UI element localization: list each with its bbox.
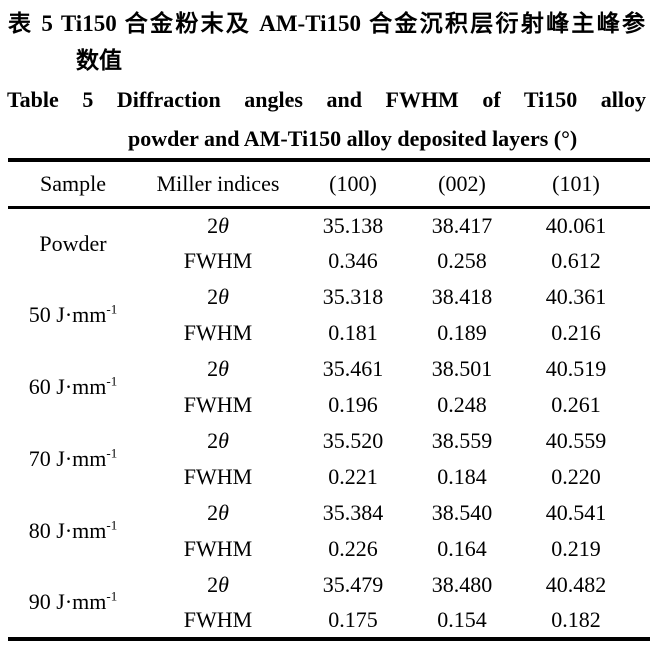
value-cell: 40.541: [545, 500, 607, 525]
value-cell: 38.559: [431, 428, 493, 453]
value-cell: 0.346: [328, 248, 378, 273]
value-cell: 40.519: [545, 356, 607, 381]
value-cell: 38.418: [431, 284, 493, 309]
table-row: 50 J·mm-1 2θ 35.318 38.418 40.361: [8, 279, 650, 327]
value-cell: 35.479: [322, 572, 384, 597]
sample-label: 90 J·mm-1: [28, 588, 118, 614]
param-label: 2θ: [207, 284, 229, 309]
sample-exponent: -1: [106, 301, 118, 317]
param-label: FWHM: [183, 392, 253, 417]
header-miller-indices: Miller indices: [156, 170, 280, 196]
value-cell: 38.501: [431, 356, 493, 381]
value-cell: 35.384: [322, 500, 384, 525]
value-cell: 0.258: [437, 248, 487, 273]
value-cell: 35.138: [322, 212, 384, 238]
paper-table-page: 表 5 Ti150 合金粉末及 AM-Ti150 合金沉积层衍射峰主峰参 数值 …: [7, 11, 650, 641]
caption-chinese-line1: 表 5 Ti150 合金粉末及 AM-Ti150 合金沉积层衍射峰主峰参: [8, 11, 645, 36]
value-cell: 0.164: [437, 536, 487, 561]
value-cell: 0.196: [328, 392, 378, 417]
value-cell: 0.612: [551, 248, 601, 273]
param-label: FWHM: [183, 464, 253, 489]
table-row: FWHM 0.346 0.258 0.612: [8, 243, 650, 279]
param-label: 2θ: [207, 428, 229, 453]
table-row: 60 J·mm-1 2θ 35.461 38.501 40.519: [8, 351, 650, 399]
value-cell: 0.226: [328, 536, 378, 561]
value-cell: 0.221: [328, 464, 378, 489]
table-row: FWHM 0.175 0.154 0.182: [8, 603, 650, 639]
value-cell: 35.520: [322, 428, 384, 453]
sample-exponent: -1: [106, 588, 118, 604]
sample-exponent: -1: [106, 517, 118, 533]
sample-label: 80 J·mm-1: [28, 517, 118, 543]
value-cell: 35.461: [322, 356, 384, 381]
table-row: FWHM 0.181 0.189 0.216: [8, 315, 650, 351]
header-row: Sample Miller indices (100) (002) (101): [8, 160, 650, 207]
table-row: FWHM 0.226 0.164 0.219: [8, 531, 650, 567]
caption-english-line2: powder and AM-Ti150 alloy deposited laye…: [128, 126, 578, 151]
header-100: (100): [329, 170, 377, 196]
param-label: 2θ: [207, 572, 229, 597]
param-label: 2θ: [207, 356, 229, 381]
value-cell: 40.361: [545, 284, 607, 309]
sample-label: 50 J·mm-1: [28, 301, 118, 327]
value-cell: 35.318: [322, 284, 384, 309]
diffraction-table: Sample Miller indices (100) (002) (101) …: [8, 158, 650, 641]
value-cell: 0.184: [437, 464, 487, 489]
value-cell: 0.182: [551, 607, 601, 632]
param-label: FWHM: [183, 320, 253, 345]
table-row: 80 J·mm-1 2θ 35.384 38.540 40.541: [8, 495, 650, 543]
param-label: FWHM: [183, 536, 253, 561]
param-label: 2θ: [207, 500, 229, 525]
value-cell: 0.154: [437, 607, 487, 632]
caption-english-line1: Table 5 Diffraction angles and FWHM of T…: [7, 87, 646, 112]
header-101: (101): [552, 170, 600, 196]
header-sample: Sample: [40, 170, 106, 196]
value-cell: 0.189: [437, 320, 487, 345]
value-cell: 40.061: [545, 212, 607, 238]
value-cell: 0.175: [328, 607, 378, 632]
value-cell: 0.216: [551, 320, 601, 345]
param-label: 2θ: [207, 212, 229, 238]
param-label: FWHM: [183, 248, 253, 273]
value-cell: 40.482: [545, 572, 607, 597]
value-cell: 0.261: [551, 392, 601, 417]
table-row: 90 J·mm-1 2θ 35.479 38.480 40.482: [8, 567, 650, 614]
sample-label: 60 J·mm-1: [28, 373, 118, 399]
table-row: FWHM 0.221 0.184 0.220: [8, 459, 650, 495]
value-cell: 38.417: [431, 212, 493, 238]
sample-exponent: -1: [106, 445, 118, 461]
value-cell: 0.219: [551, 536, 601, 561]
table-row: Powder 2θ 35.138 38.417 40.061: [8, 207, 650, 256]
sample-exponent: -1: [106, 373, 118, 389]
value-cell: 0.220: [551, 464, 601, 489]
table-row: 70 J·mm-1 2θ 35.520 38.559 40.559: [8, 423, 650, 471]
value-cell: 0.248: [437, 392, 487, 417]
sample-label: 70 J·mm-1: [28, 445, 118, 471]
table-row: FWHM 0.196 0.248 0.261: [8, 387, 650, 423]
header-002: (002): [438, 170, 486, 196]
value-cell: 0.181: [328, 320, 378, 345]
value-cell: 38.540: [431, 500, 493, 525]
sample-label: Powder: [39, 230, 107, 256]
param-label: FWHM: [183, 607, 253, 632]
table-body: Powder 2θ 35.138 38.417 40.061 FWHM 0.346 0.258…: [8, 207, 650, 639]
value-cell: 40.559: [545, 428, 607, 453]
table-header: Sample Miller indices (100) (002) (101): [8, 160, 650, 207]
caption-chinese-line2: 数值: [76, 48, 122, 73]
value-cell: 38.480: [431, 572, 493, 597]
